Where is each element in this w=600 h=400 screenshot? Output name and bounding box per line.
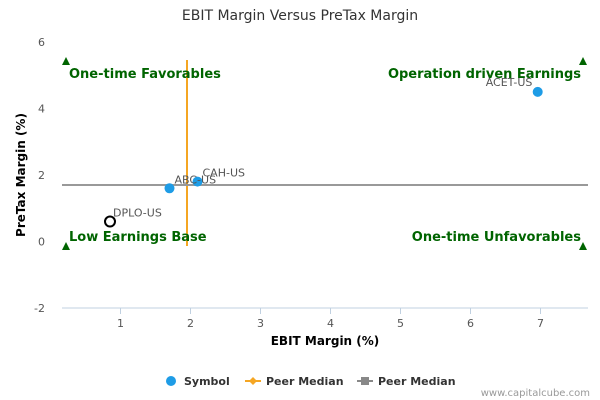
legend: Symbol Peer Median Peer Median xyxy=(166,375,456,388)
y-tick-label: 0 xyxy=(38,236,45,249)
quadrant-marker-top-left xyxy=(62,57,70,65)
quadrant-label-bottom-left: Low Earnings Base xyxy=(69,230,207,245)
y-tick-label: 4 xyxy=(38,103,45,116)
legend-symbol-icon xyxy=(166,376,176,386)
y-tick-label: -2 xyxy=(34,302,45,315)
plot-area: 1 2 3 4 5 6 7 6 4 2 0 -2 One-time Favorables Operat… xyxy=(34,36,588,330)
x-tick-label: 1 xyxy=(117,317,124,330)
x-tick-label: 7 xyxy=(537,317,544,330)
data-point-cah-us[interactable] xyxy=(192,176,203,187)
data-point-dplo-us[interactable] xyxy=(104,215,116,228)
quadrant-label-top-right: Operation driven Earnings xyxy=(388,67,581,82)
legend-label[interactable]: Peer Median xyxy=(378,375,456,388)
y-axis-title: PreTax Margin (%) xyxy=(14,113,28,237)
x-axis-title: EBIT Margin (%) xyxy=(271,334,380,348)
quadrant-marker-bottom-right xyxy=(579,242,587,250)
y-tick-label: 2 xyxy=(38,169,45,182)
legend-diamond-icon xyxy=(249,377,257,385)
legend-label[interactable]: Symbol xyxy=(184,375,230,388)
data-label-abc-us: ABC-US xyxy=(175,173,217,186)
data-label-cah-us: CAH-US xyxy=(203,167,245,180)
legend-square-icon xyxy=(361,377,369,385)
legend-label[interactable]: Peer Median xyxy=(266,375,344,388)
x-tick-label: 5 xyxy=(397,317,404,330)
x-tick-label: 4 xyxy=(327,317,334,330)
quadrant-label-bottom-right: One-time Unfavorables xyxy=(412,230,581,245)
y-axis-ticks: 6 4 2 0 -2 xyxy=(34,36,45,315)
data-label-dplo-us: DPLO-US xyxy=(113,207,162,220)
data-point-abc-us[interactable] xyxy=(164,183,175,194)
x-tick-label: 6 xyxy=(467,317,474,330)
chart-title: EBIT Margin Versus PreTax Margin xyxy=(182,8,418,24)
data-point-acet-us[interactable] xyxy=(532,86,543,97)
credit-text: www.capitalcube.com xyxy=(481,388,590,399)
y-tick-label: 6 xyxy=(38,36,45,49)
quadrant-marker-bottom-left xyxy=(62,242,70,250)
x-axis-ticks: 1 2 3 4 5 6 7 xyxy=(117,308,544,330)
x-tick-label: 2 xyxy=(187,317,194,330)
quadrant-labels: One-time Favorables Operation driven Earn… xyxy=(62,57,587,250)
x-tick-label: 3 xyxy=(257,317,264,330)
quadrant-marker-top-right xyxy=(579,57,587,65)
data-label-acet-us: ACET-US xyxy=(486,76,533,89)
quadrant-label-top-left: One-time Favorables xyxy=(69,67,221,82)
